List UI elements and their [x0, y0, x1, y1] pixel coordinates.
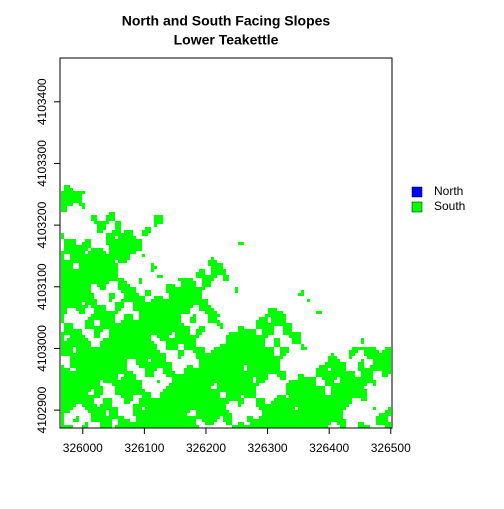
legend-swatch: [411, 201, 423, 213]
chart-subtitle: Lower Teakettle: [174, 32, 279, 48]
legend-label: South: [434, 199, 465, 213]
x-tick-label: 326300: [248, 441, 288, 455]
y-tick-label: 4103000: [35, 325, 49, 372]
legend-swatch: [411, 186, 423, 198]
south-slope-raster: [61, 185, 391, 428]
y-tick-label: 4103300: [35, 140, 49, 187]
x-tick-label: 326200: [186, 441, 226, 455]
y-tick-label: 4103100: [35, 263, 49, 310]
x-tick-label: 326000: [63, 441, 103, 455]
legend-label: North: [434, 184, 463, 198]
x-tick-label: 326500: [371, 441, 411, 455]
y-tick-label: 4103400: [35, 78, 49, 125]
x-tick-label: 326400: [309, 441, 349, 455]
plot-frame: [59, 57, 393, 429]
y-tick-label: 4103200: [35, 201, 49, 248]
chart-title: North and South Facing Slopes: [122, 13, 331, 29]
y-tick-label: 4102900: [35, 386, 49, 433]
x-tick-label: 326100: [124, 441, 164, 455]
